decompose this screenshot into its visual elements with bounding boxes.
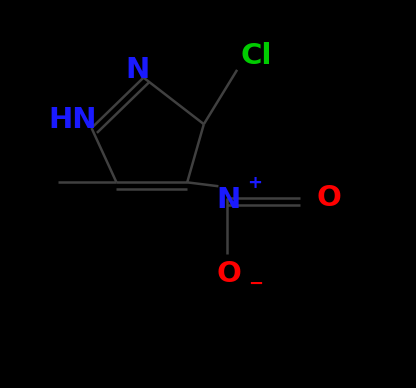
Text: +: + [247, 174, 262, 192]
Text: HN: HN [49, 106, 97, 134]
Text: Cl: Cl [240, 42, 272, 70]
Text: N: N [217, 186, 241, 214]
Text: O: O [216, 260, 241, 288]
Text: N: N [125, 56, 149, 84]
Text: O: O [316, 184, 341, 212]
Text: −: − [248, 275, 263, 293]
